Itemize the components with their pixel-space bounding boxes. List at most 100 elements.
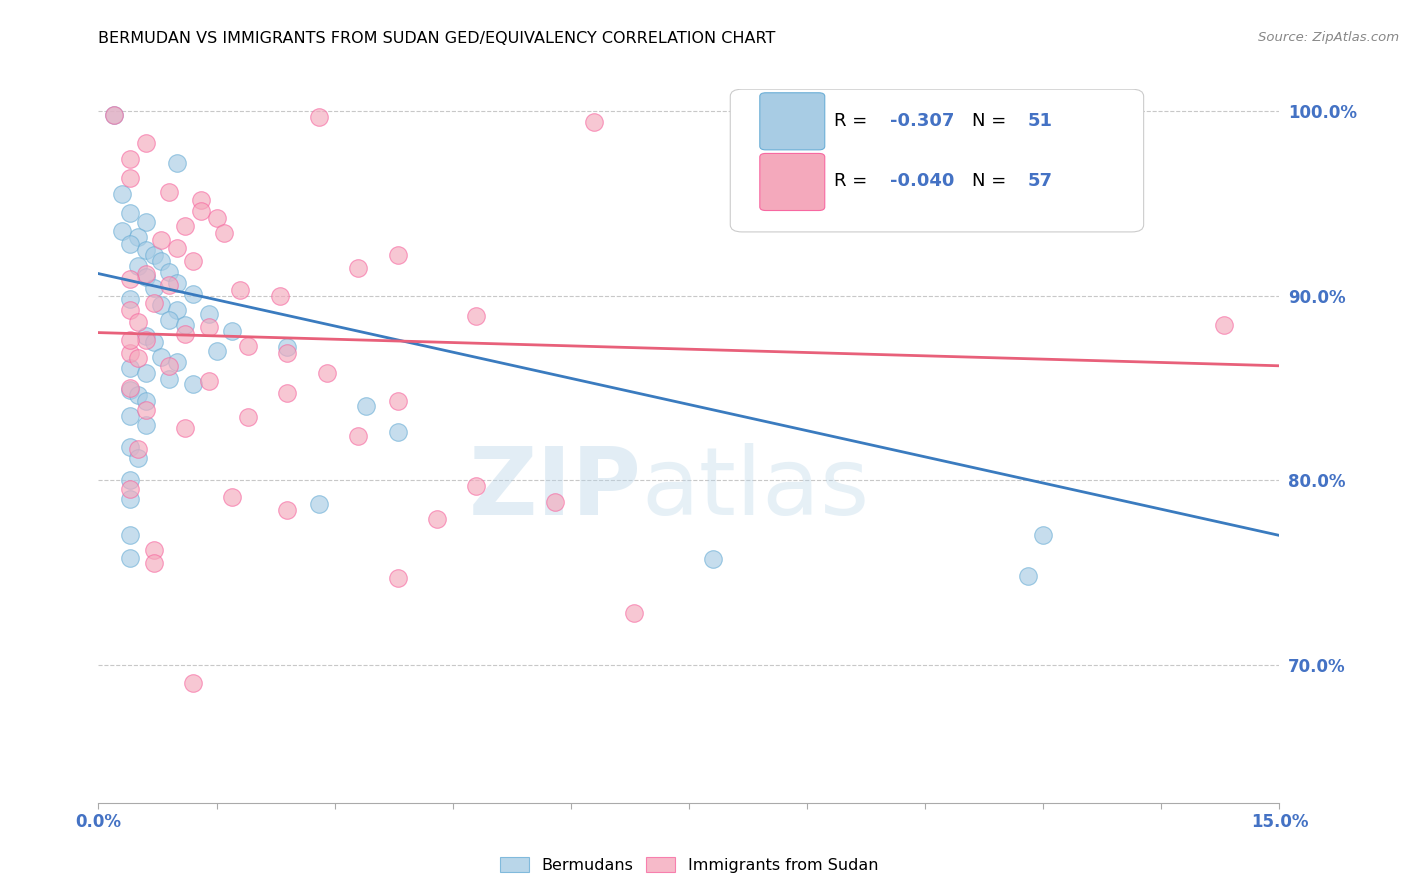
Point bbox=[190, 193, 212, 207]
Point bbox=[118, 491, 141, 506]
Point bbox=[157, 359, 180, 373]
Point bbox=[157, 372, 180, 386]
Point bbox=[181, 253, 204, 268]
Point bbox=[308, 110, 330, 124]
Point bbox=[276, 346, 298, 360]
Point bbox=[702, 552, 724, 566]
Point bbox=[150, 298, 173, 312]
Point bbox=[174, 327, 197, 342]
Point bbox=[135, 267, 157, 281]
Point bbox=[127, 388, 149, 402]
Point bbox=[135, 333, 157, 347]
Point bbox=[166, 276, 188, 290]
Point bbox=[157, 277, 180, 292]
Text: N =: N = bbox=[973, 112, 1012, 130]
Text: Source: ZipAtlas.com: Source: ZipAtlas.com bbox=[1258, 31, 1399, 45]
Point bbox=[127, 442, 149, 456]
FancyBboxPatch shape bbox=[759, 93, 825, 150]
Point bbox=[236, 410, 259, 425]
Point bbox=[174, 421, 197, 435]
Point bbox=[387, 425, 409, 439]
Point bbox=[426, 512, 449, 526]
Point bbox=[1032, 528, 1054, 542]
Point bbox=[142, 248, 165, 262]
Point bbox=[315, 366, 337, 380]
Point bbox=[166, 241, 188, 255]
Point bbox=[181, 377, 204, 392]
Point bbox=[135, 366, 157, 380]
Point bbox=[623, 606, 645, 620]
Point bbox=[190, 203, 212, 218]
Point bbox=[135, 243, 157, 257]
Point bbox=[118, 170, 141, 185]
Point bbox=[118, 153, 141, 167]
Point bbox=[347, 261, 370, 276]
Text: ZIP: ZIP bbox=[468, 442, 641, 535]
Text: R =: R = bbox=[834, 112, 873, 130]
Point bbox=[135, 417, 157, 432]
Point bbox=[118, 303, 141, 318]
Point bbox=[142, 296, 165, 310]
Point bbox=[103, 108, 125, 122]
Point bbox=[166, 303, 188, 318]
Text: -0.040: -0.040 bbox=[890, 171, 955, 189]
Point bbox=[103, 108, 125, 122]
Point bbox=[181, 676, 204, 690]
Point bbox=[269, 289, 291, 303]
Legend: Bermudans, Immigrants from Sudan: Bermudans, Immigrants from Sudan bbox=[494, 851, 884, 880]
Point bbox=[229, 283, 252, 297]
Point bbox=[1213, 318, 1236, 333]
Point bbox=[118, 383, 141, 397]
Point bbox=[214, 226, 236, 240]
Point bbox=[465, 309, 488, 323]
Point bbox=[197, 320, 219, 334]
Point bbox=[197, 307, 219, 321]
Text: BERMUDAN VS IMMIGRANTS FROM SUDAN GED/EQUIVALENCY CORRELATION CHART: BERMUDAN VS IMMIGRANTS FROM SUDAN GED/EQ… bbox=[98, 31, 776, 46]
Point bbox=[205, 211, 228, 226]
Point bbox=[118, 346, 141, 360]
Point bbox=[308, 497, 330, 511]
Point bbox=[118, 237, 141, 252]
Point bbox=[166, 156, 188, 170]
FancyBboxPatch shape bbox=[730, 89, 1143, 232]
Point bbox=[118, 333, 141, 347]
Point bbox=[347, 429, 370, 443]
Point bbox=[118, 206, 141, 220]
Point bbox=[150, 234, 173, 248]
Text: 57: 57 bbox=[1028, 171, 1053, 189]
Text: atlas: atlas bbox=[641, 442, 870, 535]
Point bbox=[150, 253, 173, 268]
Point bbox=[135, 403, 157, 417]
Point bbox=[135, 270, 157, 285]
Point bbox=[150, 350, 173, 364]
Point bbox=[276, 340, 298, 354]
Text: 51: 51 bbox=[1028, 112, 1053, 130]
Point bbox=[118, 293, 141, 307]
Point bbox=[118, 440, 141, 454]
Point bbox=[1017, 569, 1039, 583]
Point bbox=[465, 478, 488, 492]
Point bbox=[142, 334, 165, 349]
Point bbox=[387, 571, 409, 585]
Point bbox=[166, 355, 188, 369]
Point bbox=[197, 374, 219, 388]
Point bbox=[135, 215, 157, 229]
Point bbox=[221, 490, 243, 504]
Point bbox=[157, 312, 180, 326]
Point bbox=[276, 386, 298, 401]
Point bbox=[127, 314, 149, 328]
Point bbox=[142, 543, 165, 558]
Point bbox=[127, 450, 149, 465]
Point bbox=[118, 409, 141, 423]
Text: N =: N = bbox=[973, 171, 1012, 189]
Point bbox=[118, 483, 141, 497]
Point bbox=[387, 393, 409, 408]
Point bbox=[174, 318, 197, 333]
Point bbox=[221, 324, 243, 338]
Point bbox=[118, 473, 141, 487]
Point bbox=[276, 502, 298, 516]
Point bbox=[127, 229, 149, 244]
Point bbox=[142, 556, 165, 570]
Point bbox=[127, 351, 149, 366]
Text: R =: R = bbox=[834, 171, 873, 189]
